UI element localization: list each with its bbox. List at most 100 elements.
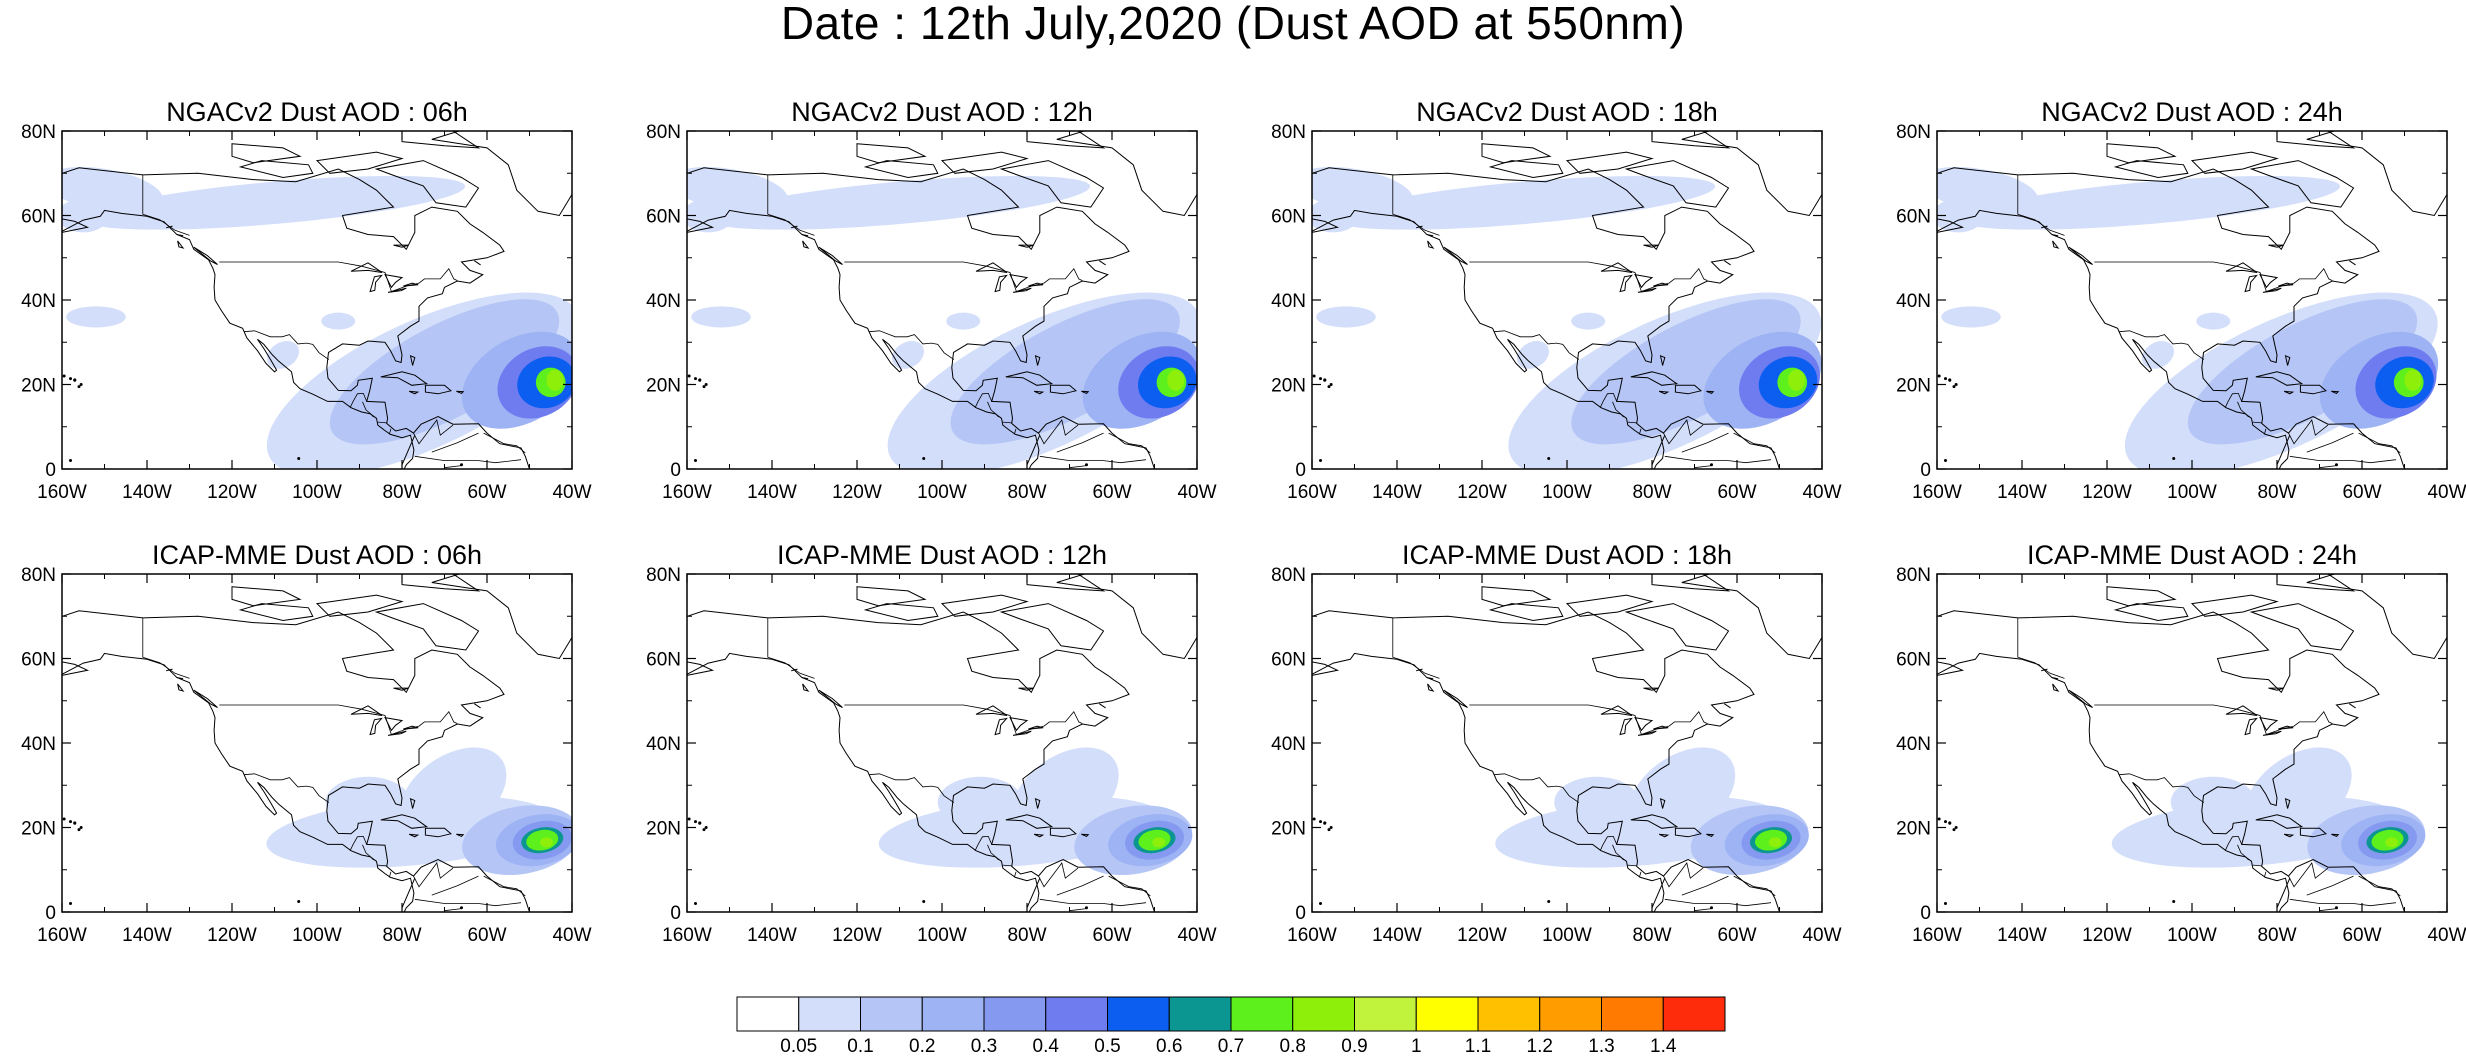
lon-tick-label: 140W xyxy=(122,925,172,946)
dust-aod-field xyxy=(546,369,564,391)
coastline xyxy=(384,716,404,732)
country-border xyxy=(844,261,1083,293)
colorbar-box xyxy=(1107,996,1170,1032)
coastline xyxy=(2190,151,2279,174)
country-border xyxy=(2017,174,2065,236)
country-border xyxy=(414,455,522,464)
main-title: Date : 12th July,2020 (Dust AOD at 550nm… xyxy=(780,0,1686,49)
coastline xyxy=(1312,652,1665,912)
coastline xyxy=(1009,716,1029,732)
coastline xyxy=(369,717,383,736)
coastline xyxy=(1565,594,1654,617)
lat-tick-label: 80N xyxy=(21,122,56,143)
coastline xyxy=(1056,131,1197,217)
country-border xyxy=(2289,898,2397,907)
coastline xyxy=(2306,131,2447,217)
dust-aod-field xyxy=(1628,747,1736,840)
coastline xyxy=(1034,354,1041,366)
dust-aod-field xyxy=(1941,306,2001,328)
country-border xyxy=(2252,421,2262,424)
coastline xyxy=(687,610,1155,912)
colorbar-label: 1.2 xyxy=(1527,1036,1553,1056)
colorbar-box xyxy=(1045,996,1108,1032)
coastline xyxy=(456,833,465,837)
coastline xyxy=(1681,131,1822,217)
country-border xyxy=(2306,875,2354,896)
dust-aod-field xyxy=(540,837,553,848)
dust-aod-field xyxy=(378,306,545,421)
lat-tick-label: 20N xyxy=(646,819,681,840)
lon-tick-label: 160W xyxy=(662,482,712,503)
lon-tick-label: 40W xyxy=(552,925,591,946)
colorbar-label: 1.3 xyxy=(1588,1036,1614,1056)
coastline xyxy=(2306,574,2447,660)
country-border xyxy=(1013,428,1017,435)
dust-aod-field xyxy=(1571,312,1606,330)
island xyxy=(1312,374,1316,378)
dust-aod-field xyxy=(946,312,981,330)
dust-aod-field xyxy=(937,776,1023,828)
country-border xyxy=(2288,419,2329,445)
lat-tick-label: 60N xyxy=(21,207,56,228)
lon-tick-label: 120W xyxy=(207,925,257,946)
dust-aod-field xyxy=(321,312,356,330)
country-border xyxy=(2017,617,2065,679)
country-border xyxy=(219,261,458,293)
coastline xyxy=(1937,167,2405,469)
island xyxy=(694,820,697,824)
country-border xyxy=(767,617,815,679)
colorbar-label: 0.6 xyxy=(1156,1036,1182,1056)
lon-tick-label: 80W xyxy=(382,925,421,946)
country-border xyxy=(431,875,479,896)
country-border xyxy=(987,401,999,418)
country-border xyxy=(1038,862,1079,888)
coastline xyxy=(1034,797,1041,809)
coastline xyxy=(2052,240,2060,249)
lat-tick-label: 40N xyxy=(21,291,56,312)
coastline xyxy=(350,705,383,716)
lon-tick-label: 100W xyxy=(292,482,342,503)
island xyxy=(1948,378,1952,382)
country-border xyxy=(1733,432,1776,454)
country-border xyxy=(444,908,462,912)
dust-aod-field xyxy=(1011,747,1119,840)
coastline xyxy=(856,143,927,164)
lat-tick-label: 0 xyxy=(1295,903,1306,924)
coastline xyxy=(2299,827,2327,838)
coastline xyxy=(1724,260,1731,266)
lon-tick-label: 140W xyxy=(1372,482,1422,503)
coastline xyxy=(1012,730,1032,736)
country-border xyxy=(2263,428,2267,435)
country-border xyxy=(388,871,392,878)
coastline xyxy=(1634,273,1654,289)
coastline xyxy=(1427,683,1435,692)
country-border xyxy=(2119,773,2205,803)
lon-tick-label: 120W xyxy=(207,482,257,503)
coastline xyxy=(1049,827,1077,838)
lon-tick-label: 40W xyxy=(1802,925,1841,946)
dust-aod-field xyxy=(1937,198,1984,233)
coastline xyxy=(2052,683,2060,692)
coastline xyxy=(374,160,480,208)
colorbar-box xyxy=(1601,996,1664,1032)
country-border xyxy=(2237,844,2249,861)
coastline xyxy=(62,652,415,912)
country-border xyxy=(869,773,955,803)
dust-aod-field xyxy=(708,175,1091,230)
coastline xyxy=(2349,260,2356,266)
colorbar-label: 0.3 xyxy=(971,1036,997,1056)
colorbar-box xyxy=(860,996,923,1032)
colorbar-label: 0.1 xyxy=(847,1036,873,1056)
island xyxy=(62,374,66,378)
coastline xyxy=(1659,797,1666,809)
lat-tick-label: 80N xyxy=(1896,122,1931,143)
country-border xyxy=(1627,421,1637,424)
coastline xyxy=(176,677,184,680)
lat-tick-label: 20N xyxy=(1271,376,1306,397)
country-border xyxy=(1069,908,1087,912)
colorbar-label: 1 xyxy=(1411,1036,1422,1056)
island xyxy=(1323,821,1327,825)
lat-tick-label: 80N xyxy=(646,565,681,586)
country-border xyxy=(244,330,330,360)
